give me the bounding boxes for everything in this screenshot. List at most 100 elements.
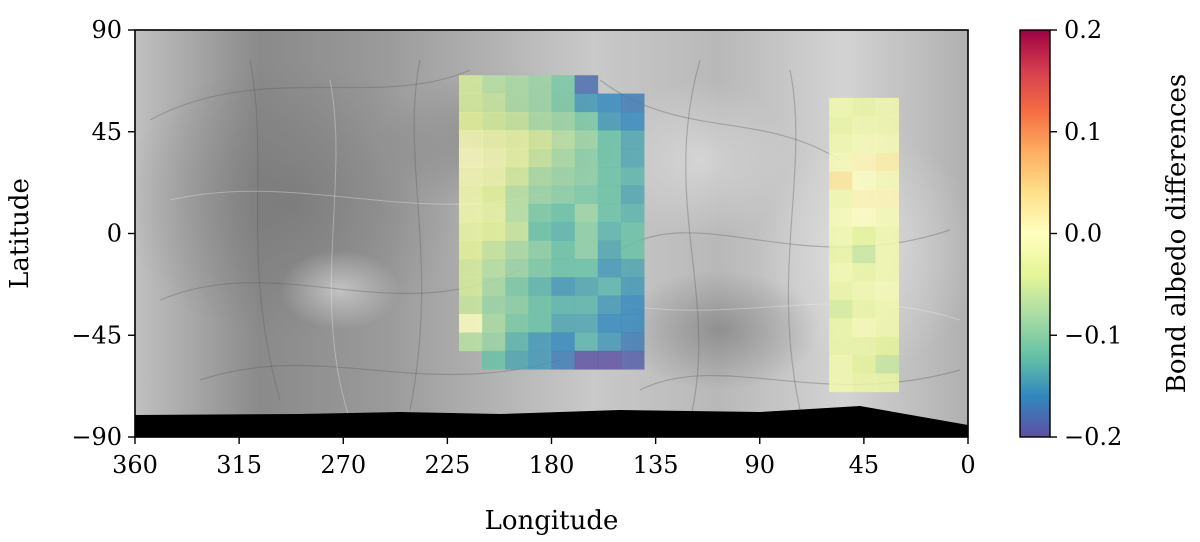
heatmap-cell — [620, 185, 645, 205]
heatmap-cell — [597, 130, 622, 150]
heatmap-cell — [875, 263, 899, 282]
heatmap-cell — [551, 111, 576, 131]
heatmap-cell — [505, 75, 529, 94]
heatmap-cell — [551, 130, 576, 150]
heatmap-cell — [528, 203, 552, 223]
heatmap-cell — [551, 277, 576, 297]
heatmap-cell — [620, 277, 645, 297]
heatmap-cell — [458, 130, 483, 150]
heatmap-cell — [620, 314, 645, 333]
heatmap-cell — [597, 277, 622, 297]
heatmap-cell — [875, 373, 899, 393]
heatmap-cell — [875, 244, 899, 264]
heatmap-cell — [597, 167, 622, 186]
heatmap-cell — [505, 185, 529, 205]
heatmap-cell — [597, 203, 622, 223]
x-tick-label: 90 — [744, 451, 775, 479]
colorbar-tick-label: 0.2 — [1064, 16, 1102, 44]
x-tick-label: 45 — [849, 451, 880, 479]
heatmap-cell — [852, 281, 876, 301]
heatmap-cell — [829, 208, 853, 227]
heatmap-cell — [620, 167, 645, 186]
heatmap-cell — [482, 314, 506, 333]
heatmap-cell — [829, 263, 853, 282]
heatmap-cell — [574, 222, 599, 241]
heatmap-cell — [597, 148, 622, 168]
heatmap-cell — [574, 240, 599, 260]
heatmap-cell — [620, 130, 645, 150]
heatmap-cell — [829, 281, 853, 301]
heatmap-cell — [829, 152, 853, 172]
heatmap-cell — [620, 258, 645, 278]
heatmap-cell — [458, 258, 483, 278]
heatmap-cell — [597, 332, 622, 352]
heatmap-cell — [551, 75, 576, 94]
heatmap-cell — [852, 244, 876, 264]
x-tick-label: 360 — [112, 451, 158, 479]
heatmap-cell — [551, 332, 576, 352]
heatmap-cell — [597, 222, 622, 241]
heatmap-cell — [852, 299, 876, 319]
heatmap-cell — [528, 258, 552, 278]
y-tick-label: 0 — [107, 220, 122, 248]
colorbar — [1019, 29, 1051, 438]
heatmap-cell — [852, 97, 876, 117]
heatmap-cell — [597, 258, 622, 278]
heatmap-cell — [551, 258, 576, 278]
heatmap-cell — [505, 203, 529, 223]
heatmap-cell — [528, 185, 552, 205]
heatmap-cell — [620, 295, 645, 315]
heatmap-cell — [829, 355, 853, 374]
heatmap-cell — [829, 116, 853, 135]
heatmap-cell — [875, 355, 899, 374]
heatmap-cell — [482, 185, 506, 205]
heatmap-cell — [875, 281, 899, 301]
heatmap-cell — [551, 167, 576, 186]
heatmap-cell — [852, 116, 876, 135]
heatmap-cell — [505, 222, 529, 241]
heatmap-cell — [875, 134, 899, 154]
heatmap-cell — [875, 208, 899, 227]
heatmap-cell — [597, 185, 622, 205]
heatmap-cell — [528, 167, 552, 186]
heatmap-cell — [458, 277, 483, 297]
heatmap-cell — [505, 148, 529, 168]
heatmap-cell — [597, 314, 622, 333]
colorbar-label: Bond albedo differences — [1162, 74, 1192, 394]
heatmap-cell — [458, 314, 483, 333]
heatmap-cell — [458, 111, 483, 131]
heatmap-cell — [482, 148, 506, 168]
heatmap-cell — [458, 185, 483, 205]
heatmap-cell — [852, 318, 876, 338]
heatmap-cell — [505, 314, 529, 333]
heatmap-cell — [551, 148, 576, 168]
heatmap-cell — [482, 350, 506, 370]
heatmap-cell — [574, 277, 599, 297]
heatmap-cell — [482, 295, 506, 315]
heatmap-cell — [620, 111, 645, 131]
heatmap-cell — [551, 185, 576, 205]
heatmap-cell — [482, 277, 506, 297]
heatmap-cell — [829, 373, 853, 393]
heatmap-cell — [852, 134, 876, 154]
heatmap-cell — [458, 148, 483, 168]
heatmap-cell — [505, 350, 529, 370]
heatmap-cell — [597, 111, 622, 131]
heatmap-cell — [551, 295, 576, 315]
heatmap-cell — [528, 222, 552, 241]
heatmap-cell — [852, 152, 876, 172]
heatmap-cell — [505, 332, 529, 352]
heatmap-cell — [597, 240, 622, 260]
heatmap-cell — [620, 93, 645, 113]
heatmap-cell — [574, 185, 599, 205]
heatmap-cell — [458, 295, 483, 315]
heatmap-cell — [505, 258, 529, 278]
heatmap-cell — [829, 318, 853, 338]
x-tick-label: 225 — [424, 451, 470, 479]
heatmap-cell — [620, 350, 645, 370]
x-tick-label: 315 — [216, 451, 262, 479]
heatmap-cell — [505, 130, 529, 150]
heatmap-cell — [620, 148, 645, 168]
heatmap-cell — [574, 148, 599, 168]
